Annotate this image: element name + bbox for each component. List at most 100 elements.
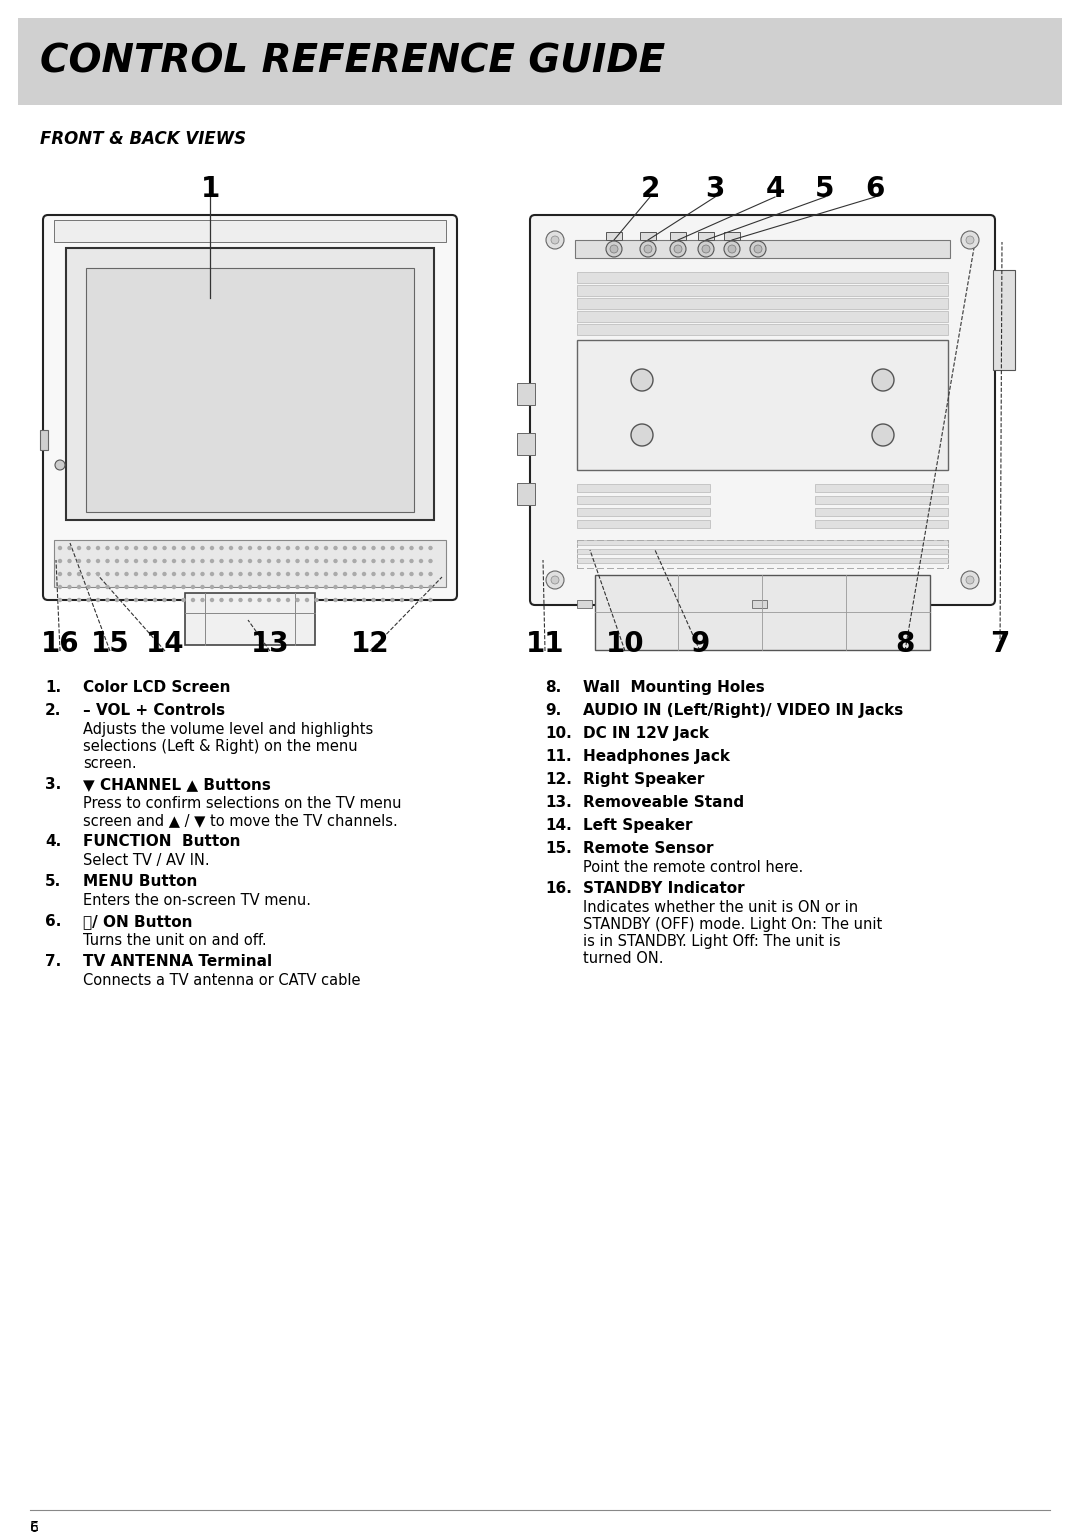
Circle shape bbox=[191, 559, 194, 562]
Bar bbox=[517, 433, 535, 454]
Text: 3.: 3. bbox=[45, 777, 62, 792]
Circle shape bbox=[183, 573, 185, 576]
Text: Press to confirm selections on the TV menu: Press to confirm selections on the TV me… bbox=[83, 797, 402, 810]
Circle shape bbox=[306, 585, 309, 588]
Circle shape bbox=[429, 573, 432, 576]
Bar bbox=[577, 324, 948, 335]
Circle shape bbox=[220, 546, 222, 550]
Circle shape bbox=[698, 241, 714, 256]
Bar bbox=[54, 540, 446, 586]
Circle shape bbox=[334, 599, 337, 602]
Circle shape bbox=[135, 546, 137, 550]
Text: Select TV / AV IN.: Select TV / AV IN. bbox=[83, 853, 210, 867]
Circle shape bbox=[78, 546, 81, 550]
Circle shape bbox=[163, 585, 166, 588]
Circle shape bbox=[353, 585, 356, 588]
Circle shape bbox=[631, 368, 653, 391]
Text: FUNCTION  Button: FUNCTION Button bbox=[83, 834, 241, 849]
Text: 15: 15 bbox=[91, 629, 130, 659]
Circle shape bbox=[372, 585, 375, 588]
Text: Wall  Mounting Holes: Wall Mounting Holes bbox=[583, 680, 765, 695]
Bar bbox=[577, 339, 948, 470]
Circle shape bbox=[116, 599, 119, 602]
Circle shape bbox=[372, 559, 375, 562]
Circle shape bbox=[401, 573, 404, 576]
Text: TV ANTENNA Terminal: TV ANTENNA Terminal bbox=[83, 953, 272, 969]
Circle shape bbox=[125, 559, 129, 562]
Circle shape bbox=[220, 585, 222, 588]
Text: 2.: 2. bbox=[45, 703, 62, 718]
Circle shape bbox=[343, 599, 347, 602]
Bar bbox=[724, 232, 740, 239]
Circle shape bbox=[78, 585, 81, 588]
Circle shape bbox=[268, 585, 270, 588]
Circle shape bbox=[58, 573, 62, 576]
Text: STANDBY (OFF) mode. Light On: The unit: STANDBY (OFF) mode. Light On: The unit bbox=[583, 916, 882, 932]
Circle shape bbox=[229, 585, 232, 588]
Text: selections (Left & Right) on the menu: selections (Left & Right) on the menu bbox=[83, 738, 357, 754]
Circle shape bbox=[144, 599, 147, 602]
Circle shape bbox=[296, 585, 299, 588]
Circle shape bbox=[872, 424, 894, 447]
Circle shape bbox=[191, 573, 194, 576]
Circle shape bbox=[391, 559, 394, 562]
Circle shape bbox=[315, 559, 318, 562]
Bar bbox=[640, 232, 656, 239]
Circle shape bbox=[87, 573, 90, 576]
Circle shape bbox=[610, 246, 618, 253]
Text: 12: 12 bbox=[351, 629, 389, 659]
Circle shape bbox=[116, 559, 119, 562]
Circle shape bbox=[173, 546, 175, 550]
Circle shape bbox=[674, 246, 681, 253]
Circle shape bbox=[68, 559, 71, 562]
Text: Color LCD Screen: Color LCD Screen bbox=[83, 680, 230, 695]
Circle shape bbox=[363, 585, 365, 588]
Bar bbox=[517, 384, 535, 405]
Circle shape bbox=[644, 246, 652, 253]
Circle shape bbox=[248, 546, 252, 550]
Circle shape bbox=[211, 546, 214, 550]
Circle shape bbox=[306, 599, 309, 602]
Text: ⏻/ ON Button: ⏻/ ON Button bbox=[83, 913, 192, 929]
Circle shape bbox=[276, 585, 280, 588]
Circle shape bbox=[334, 559, 337, 562]
Text: DC IN 12V Jack: DC IN 12V Jack bbox=[583, 726, 708, 741]
Circle shape bbox=[183, 559, 185, 562]
Circle shape bbox=[268, 599, 270, 602]
Circle shape bbox=[296, 573, 299, 576]
Text: 1.: 1. bbox=[45, 680, 62, 695]
Bar bbox=[577, 550, 948, 554]
Text: 5: 5 bbox=[815, 175, 835, 203]
Circle shape bbox=[286, 559, 289, 562]
Circle shape bbox=[201, 546, 204, 550]
Circle shape bbox=[211, 573, 214, 576]
Text: 3: 3 bbox=[705, 175, 725, 203]
Text: 8.: 8. bbox=[545, 680, 562, 695]
Circle shape bbox=[640, 241, 656, 256]
Circle shape bbox=[106, 599, 109, 602]
Circle shape bbox=[363, 599, 365, 602]
Circle shape bbox=[106, 585, 109, 588]
Circle shape bbox=[353, 546, 356, 550]
Circle shape bbox=[372, 573, 375, 576]
Circle shape bbox=[276, 546, 280, 550]
Text: turned ON.: turned ON. bbox=[583, 952, 663, 966]
Circle shape bbox=[296, 559, 299, 562]
Text: – VOL + Controls: – VOL + Controls bbox=[83, 703, 225, 718]
Text: 9: 9 bbox=[690, 629, 710, 659]
Bar bbox=[40, 430, 48, 450]
Circle shape bbox=[363, 546, 365, 550]
Circle shape bbox=[239, 599, 242, 602]
Circle shape bbox=[153, 599, 157, 602]
Circle shape bbox=[211, 559, 214, 562]
Bar bbox=[577, 286, 948, 296]
Text: STANDBY Indicator: STANDBY Indicator bbox=[583, 881, 744, 896]
Bar bbox=[18, 18, 1062, 104]
Circle shape bbox=[872, 368, 894, 391]
Circle shape bbox=[258, 559, 261, 562]
Bar bbox=[815, 520, 948, 528]
Circle shape bbox=[125, 599, 129, 602]
Text: 6.: 6. bbox=[45, 913, 62, 929]
Circle shape bbox=[381, 599, 384, 602]
Circle shape bbox=[353, 573, 356, 576]
